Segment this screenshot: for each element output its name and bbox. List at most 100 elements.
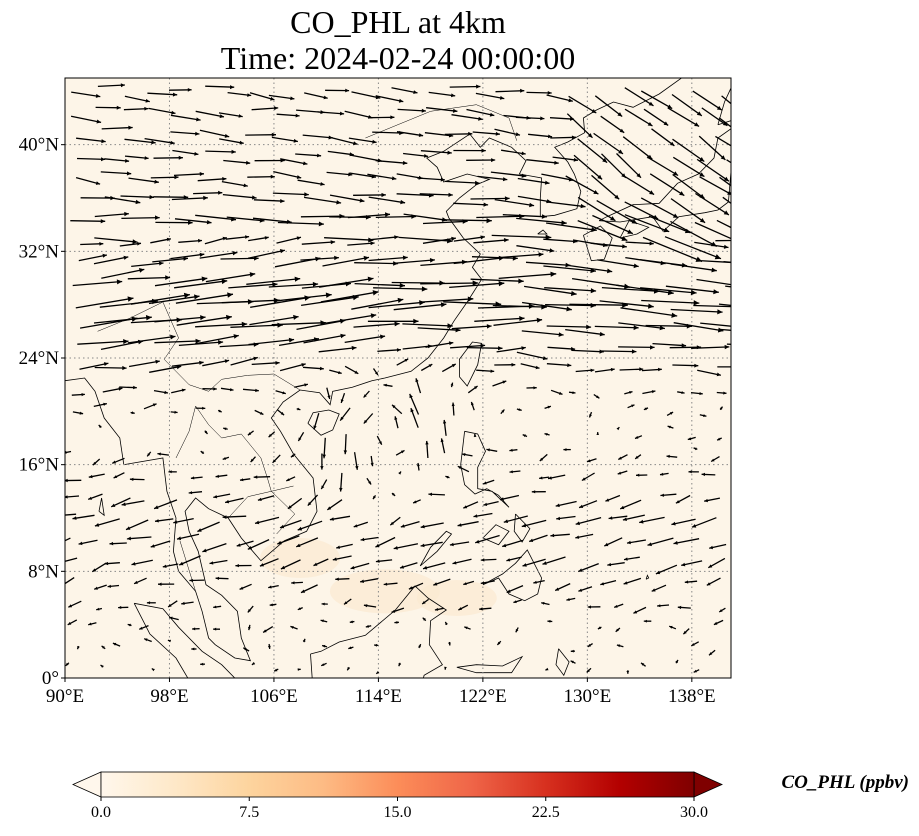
- wind-arrow: [155, 220, 193, 225]
- wind-arrow: [721, 95, 731, 105]
- wind-arrow: [594, 325, 639, 331]
- wind-arrow: [509, 470, 521, 474]
- wind-arrow: [254, 409, 264, 416]
- wind-arrow: [320, 662, 327, 667]
- wind-arrow: [458, 604, 469, 611]
- wind-arrow: [581, 472, 595, 482]
- wind-arrow: [627, 404, 635, 409]
- wind-arrow: [202, 359, 230, 367]
- wind-arrow: [616, 284, 674, 296]
- wind-arrow: [461, 453, 473, 457]
- wind-arrow: [217, 409, 222, 413]
- wind-arrow: [696, 158, 730, 182]
- wind-arrow: [181, 601, 194, 605]
- wind-arrow: [128, 177, 159, 184]
- wind-arrow: [668, 625, 677, 630]
- wind-arrow: [339, 472, 343, 492]
- wind-arrow: [202, 542, 227, 553]
- wind-arrow: [565, 175, 599, 195]
- wind-arrow: [213, 493, 231, 499]
- wind-arrow: [227, 91, 252, 97]
- wind-arrow: [189, 578, 205, 583]
- wind-arrow: [321, 644, 328, 648]
- wind-arrow: [150, 540, 171, 548]
- wind-arrow: [377, 348, 401, 352]
- wind-arrow: [273, 668, 279, 672]
- wind-arrow: [466, 158, 496, 163]
- wind-arrow: [422, 236, 457, 244]
- wind-arrow: [93, 315, 152, 324]
- wind-arrow: [516, 245, 555, 253]
- wind-arrow: [715, 239, 731, 242]
- wind-arrow: [79, 362, 109, 370]
- wind-arrow: [642, 390, 656, 395]
- wind-arrow: [699, 414, 707, 417]
- wind-arrow: [221, 180, 248, 188]
- wind-arrow: [671, 93, 703, 117]
- concentration-patches: [260, 538, 497, 616]
- wind-arrow: [91, 562, 107, 573]
- wind-arrow: [228, 282, 278, 289]
- wind-arrow: [672, 363, 699, 368]
- wind-arrow: [417, 462, 420, 471]
- wind-arrow: [546, 324, 592, 330]
- wind-arrow: [575, 533, 594, 539]
- wind-arrow: [624, 87, 654, 107]
- concentration-patch: [260, 538, 341, 578]
- wind-arrow: [476, 369, 495, 373]
- wind-arrow: [498, 271, 557, 280]
- wind-arrow: [693, 447, 698, 451]
- wind-arrow: [568, 95, 597, 114]
- wind-arrow: [200, 450, 205, 455]
- wind-arrow: [75, 296, 134, 309]
- wind-arrow: [623, 577, 642, 585]
- wind-arrow: [506, 585, 524, 594]
- wind-arrow: [445, 475, 450, 479]
- wind-arrow: [593, 393, 600, 399]
- wind-arrow: [133, 577, 147, 585]
- colorbar-tick-label: 22.5: [532, 804, 560, 821]
- wind-arrow: [376, 435, 383, 445]
- wind-arrow: [205, 149, 236, 154]
- wind-arrow: [68, 600, 82, 608]
- wind-arrow: [502, 214, 547, 219]
- wind-arrow: [104, 561, 120, 566]
- wind-arrow: [710, 456, 720, 463]
- wind-arrow: [302, 366, 324, 371]
- wind-arrow: [477, 175, 508, 182]
- concentration-patch: [416, 580, 497, 616]
- wind-arrow: [249, 314, 299, 326]
- wind-arrow: [449, 541, 470, 547]
- wind-arrow: [291, 581, 303, 585]
- wind-arrow: [128, 359, 160, 368]
- x-tick-label: 98°E: [150, 686, 188, 707]
- wind-arrow: [400, 520, 420, 528]
- wind-arrow: [273, 292, 332, 302]
- wind-arrow: [178, 238, 203, 243]
- wind-arrow: [398, 662, 402, 667]
- wind-arrow: [513, 599, 522, 604]
- wind-arrow: [449, 84, 481, 89]
- wind-arrow: [320, 479, 328, 490]
- wind-arrow: [480, 558, 497, 562]
- wind-arrow: [450, 382, 454, 388]
- wind-arrow: [65, 478, 82, 483]
- wind-arrow: [622, 174, 655, 196]
- wind-arrow: [533, 579, 545, 584]
- wind-arrow: [300, 584, 318, 594]
- wind-arrow: [441, 363, 457, 373]
- wind-arrow: [673, 538, 700, 545]
- wind-arrow: [290, 453, 296, 458]
- wind-arrow: [94, 211, 129, 218]
- wind-arrow: [245, 132, 277, 137]
- wind-arrow: [692, 90, 723, 111]
- wind-arrow: [570, 660, 576, 664]
- y-tick-label: 24°N: [19, 348, 60, 369]
- wind-arrow: [374, 643, 379, 647]
- wind-arrow: [383, 383, 393, 387]
- wind-arrow: [124, 155, 149, 160]
- wind-arrow: [640, 662, 646, 667]
- wind-arrow: [408, 582, 424, 590]
- wind-arrow: [176, 533, 200, 541]
- wind-arrow: [704, 497, 721, 503]
